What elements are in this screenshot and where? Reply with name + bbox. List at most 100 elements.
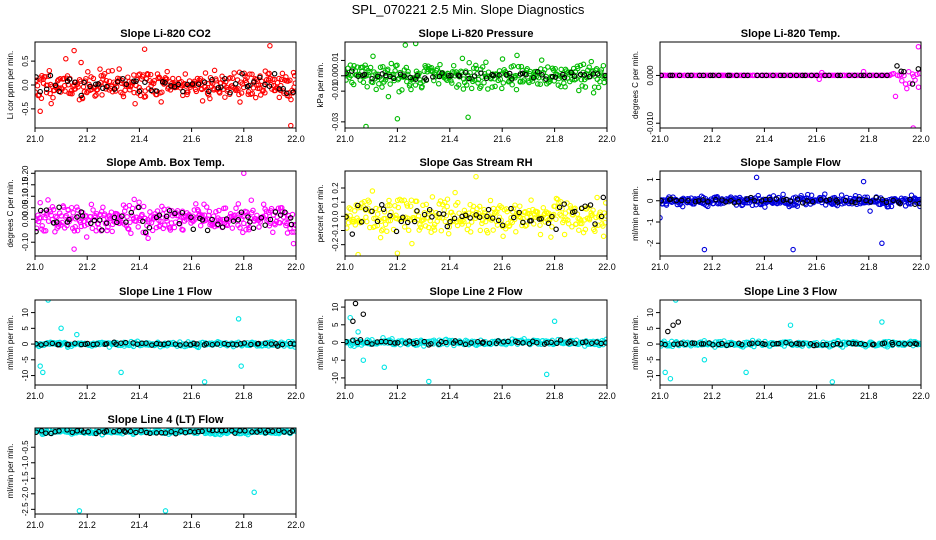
point — [201, 379, 208, 385]
point-black — [267, 216, 274, 223]
point — [567, 203, 574, 209]
point — [564, 200, 570, 206]
point — [385, 202, 391, 209]
point-black — [184, 81, 190, 88]
point — [864, 194, 871, 201]
point — [590, 90, 597, 96]
point-black — [448, 72, 454, 79]
point-black — [685, 72, 691, 79]
point — [906, 80, 913, 87]
point-black — [777, 72, 784, 79]
point-black — [99, 227, 105, 233]
point-black — [194, 341, 200, 347]
point — [385, 93, 392, 100]
point — [413, 198, 420, 205]
point — [452, 189, 458, 196]
x-tick-label: 21.6 — [808, 134, 826, 144]
point — [131, 89, 137, 96]
point-black — [238, 209, 245, 215]
point — [79, 95, 86, 102]
point-black — [554, 340, 560, 347]
points-group — [35, 300, 296, 385]
point-black — [557, 337, 564, 343]
point-black — [35, 341, 39, 347]
point — [351, 219, 357, 225]
point — [101, 70, 108, 77]
point-black — [480, 339, 486, 345]
point — [701, 246, 708, 253]
point — [243, 209, 250, 215]
point — [142, 93, 149, 100]
point — [592, 228, 598, 235]
x-tick-label: 21.8 — [235, 134, 253, 144]
point — [463, 82, 470, 88]
point — [222, 205, 229, 211]
point-black — [739, 341, 745, 348]
point — [392, 68, 398, 74]
point — [442, 218, 449, 225]
point-black — [767, 196, 773, 203]
point — [125, 226, 132, 232]
point-black — [534, 69, 541, 75]
point-black — [834, 340, 841, 347]
point-black — [43, 207, 50, 213]
y-tick-label: -1.0 — [21, 455, 30, 469]
point-black — [589, 340, 595, 346]
plot-frame — [34, 170, 297, 257]
point-black — [131, 78, 137, 84]
y-tick-label: 0.01 — [331, 52, 340, 68]
point — [552, 65, 558, 72]
point — [538, 57, 545, 63]
point-black — [749, 340, 755, 347]
point — [543, 371, 550, 378]
point — [124, 214, 130, 220]
point-black — [881, 340, 888, 346]
point-black — [598, 213, 605, 220]
point-black — [852, 199, 858, 206]
point — [109, 221, 116, 228]
point — [579, 220, 585, 227]
point — [291, 229, 296, 235]
point — [534, 81, 541, 87]
point-black — [459, 213, 465, 220]
point-black — [179, 209, 186, 216]
point — [407, 203, 414, 209]
point-black — [69, 429, 76, 436]
y-tick-label: -0.10 — [21, 233, 30, 252]
points-group — [345, 42, 607, 128]
point-black — [235, 217, 242, 223]
panel-title: Slope Sample Flow — [740, 157, 841, 169]
point — [373, 86, 379, 93]
point-black — [787, 198, 794, 204]
point — [498, 217, 504, 223]
point — [417, 224, 424, 231]
point-black — [172, 210, 178, 217]
point — [374, 211, 381, 217]
point — [381, 364, 388, 371]
point-black — [195, 428, 202, 435]
point-black — [530, 74, 537, 81]
y-axis-label: ml/min per min. — [316, 315, 325, 370]
point — [133, 214, 140, 221]
point-black — [850, 340, 856, 347]
point — [565, 217, 571, 223]
point-black — [95, 81, 101, 87]
point-black — [142, 79, 148, 85]
point — [101, 211, 108, 217]
point — [477, 227, 484, 234]
point-black — [350, 318, 356, 325]
point — [364, 84, 370, 90]
point — [437, 61, 443, 68]
point-black — [796, 341, 802, 347]
point — [42, 74, 48, 80]
point — [574, 211, 581, 217]
point-black — [871, 341, 877, 348]
point-black — [793, 72, 800, 79]
y-tick-label: -5 — [331, 356, 340, 364]
point-black — [163, 213, 170, 220]
panel-8: Slope Line 2 Flow ml/min per min. 21.0 21.2… — [316, 286, 616, 401]
point-black — [429, 214, 435, 220]
y-tick-label: 0.0 — [21, 79, 30, 91]
point — [529, 78, 536, 84]
x-tick-label: 21.6 — [808, 391, 826, 401]
